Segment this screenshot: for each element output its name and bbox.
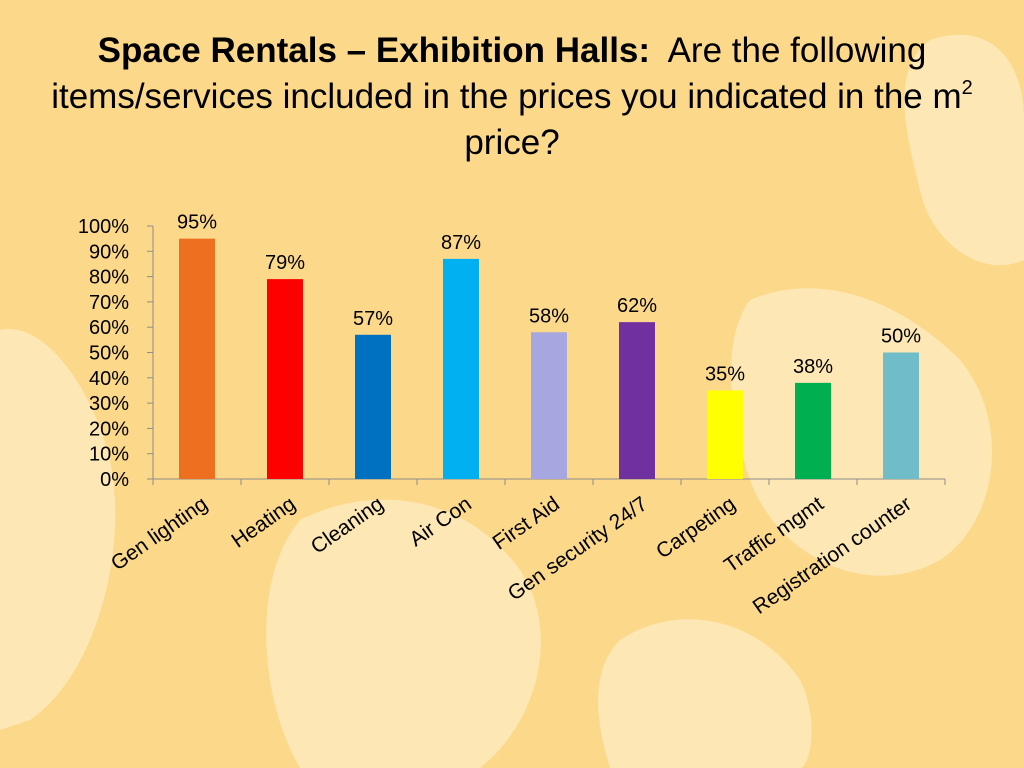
- y-tick-label: 60%: [89, 317, 129, 339]
- bar-0: [179, 238, 215, 479]
- y-tick-label: 10%: [89, 444, 129, 466]
- data-label-8: 50%: [881, 326, 921, 348]
- data-label-1: 79%: [265, 252, 305, 274]
- y-tick-label: 100%: [78, 216, 129, 238]
- slide-title-bold: Space Rentals – Exhibition Halls:: [97, 31, 651, 70]
- y-tick-label: 80%: [89, 267, 129, 289]
- data-label-2: 57%: [353, 308, 393, 330]
- category-label-3: Air Con: [405, 492, 476, 551]
- y-tick-label: 20%: [89, 418, 129, 440]
- bar-8: [883, 352, 919, 479]
- slide-title-text: Are the following items/services include…: [51, 31, 962, 116]
- bar-6: [707, 390, 743, 479]
- y-tick-label: 50%: [89, 343, 129, 365]
- category-label-1: Heating: [227, 492, 299, 552]
- data-label-0: 95%: [177, 212, 217, 234]
- category-label-4: First Aid: [489, 492, 564, 554]
- bar-7: [795, 382, 831, 479]
- y-tick-label: 70%: [89, 292, 129, 314]
- bar-3: [443, 258, 479, 479]
- y-tick-label: 0%: [100, 469, 129, 491]
- bar-5: [619, 322, 655, 479]
- slide-title-text-end: price?: [464, 123, 560, 162]
- data-label-6: 35%: [705, 363, 745, 385]
- category-label-0: Gen lighting: [107, 492, 212, 575]
- y-tick-label: 90%: [89, 241, 129, 263]
- y-tick-label: 40%: [89, 368, 129, 390]
- y-tick-label: 30%: [89, 393, 129, 415]
- slide-title: Space Rentals – Exhibition Halls: Are th…: [40, 28, 984, 166]
- slide-title-superscript: 2: [961, 77, 973, 99]
- data-label-5: 62%: [617, 295, 657, 317]
- data-label-3: 87%: [441, 232, 481, 254]
- bar-1: [267, 279, 303, 479]
- category-label-2: Cleaning: [307, 492, 388, 558]
- bar-2: [355, 334, 391, 479]
- category-label-8: Registration counter: [749, 492, 916, 619]
- data-label-4: 58%: [529, 305, 569, 327]
- data-label-7: 38%: [793, 356, 833, 378]
- bar-4: [531, 332, 567, 479]
